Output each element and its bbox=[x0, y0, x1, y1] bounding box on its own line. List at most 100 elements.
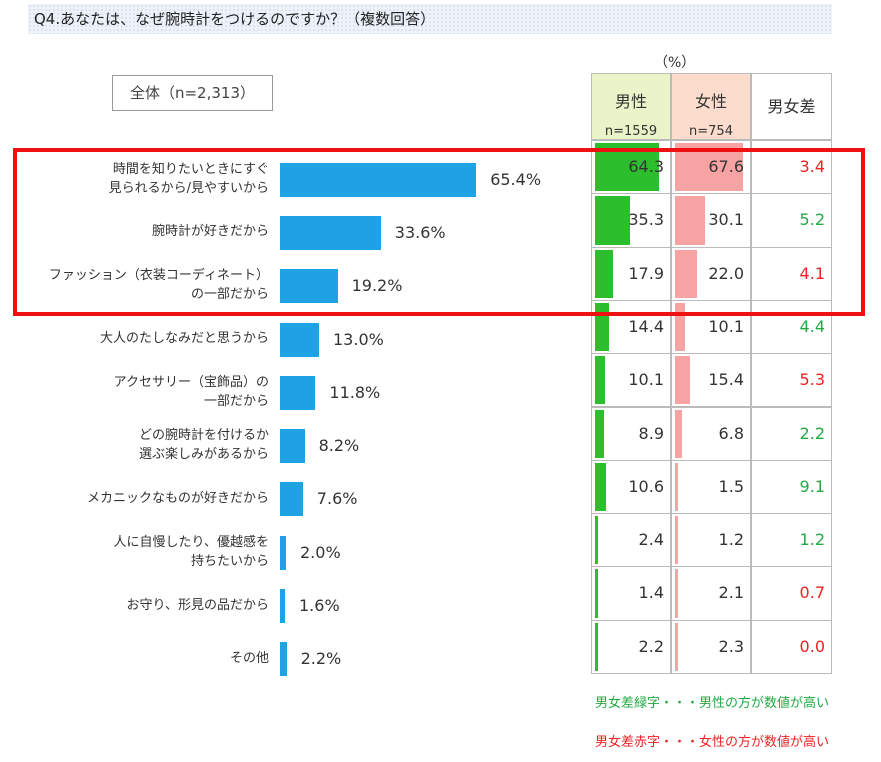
total-value-label: 7.6% bbox=[316, 489, 358, 509]
female-bar bbox=[675, 302, 686, 352]
female-cell: 1.2 bbox=[671, 513, 751, 568]
male-value: 2.4 bbox=[638, 530, 664, 550]
category-label-line: その他 bbox=[229, 650, 269, 666]
total-bar bbox=[280, 482, 303, 517]
category-label-line: ファッション（衣装コーディネート） bbox=[48, 268, 269, 284]
female-cell: 30.1 bbox=[671, 193, 751, 248]
total-value-label: 19.2% bbox=[351, 276, 403, 296]
female-value: 67.6 bbox=[708, 157, 744, 176]
category-label-line: どの腕時計を付けるか bbox=[138, 428, 269, 444]
total-bar bbox=[280, 429, 305, 464]
category-label-line: メカニックなものが好きだから bbox=[86, 490, 269, 506]
question-title: Q4.あなたは、なぜ腕時計をつけるのですか？（複数回答） bbox=[28, 4, 832, 34]
female-value: 2.3 bbox=[718, 636, 744, 656]
male-bar bbox=[595, 569, 598, 618]
diff-cell: 1.2 bbox=[751, 513, 832, 568]
category-label: 腕時計が好きだから bbox=[152, 222, 269, 241]
female-bar bbox=[675, 622, 678, 671]
diff-value: 9.1 bbox=[799, 476, 825, 496]
category-label-line: 時間を知りたいときにすぐ bbox=[112, 161, 269, 177]
category-label-line: 一部だから bbox=[203, 393, 269, 409]
female-value: 30.1 bbox=[708, 210, 744, 230]
total-value-label: 13.0% bbox=[333, 329, 384, 349]
total-value-label: 33.6% bbox=[394, 222, 446, 242]
total-bar bbox=[280, 322, 319, 357]
diff-cell: 2.2 bbox=[751, 406, 832, 461]
diff-header-label: 男女差 bbox=[767, 97, 816, 116]
male-header: 男性 n=1559 bbox=[591, 73, 671, 140]
male-cell: 10.1 bbox=[591, 353, 671, 408]
total-value-label: 8.2% bbox=[318, 436, 360, 456]
female-cell: 22.0 bbox=[671, 246, 751, 301]
female-bar bbox=[675, 249, 697, 298]
female-bar bbox=[675, 409, 682, 458]
total-bar bbox=[280, 215, 381, 250]
category-label: 大人のたしなみだと思うから bbox=[100, 329, 269, 348]
category-label-line: 選ぶ楽しみがあるから bbox=[138, 447, 269, 463]
male-cell: 2.2 bbox=[591, 619, 671, 674]
female-bar bbox=[675, 196, 706, 245]
female-value: 15.4 bbox=[708, 370, 744, 390]
category-label: 時間を知りたいときにすぐ 見られるから/見やすいから bbox=[109, 160, 269, 198]
female-value: 1.5 bbox=[718, 476, 744, 496]
female-cell: 2.1 bbox=[671, 566, 751, 621]
male-value: 10.6 bbox=[628, 476, 664, 496]
male-bar bbox=[595, 249, 613, 298]
highlight-frame bbox=[13, 148, 865, 316]
category-label: 人に自慢したり、優越感を 持ちたいから bbox=[114, 533, 269, 571]
diff-value: 0.7 bbox=[799, 583, 825, 603]
diff-cell: 0.7 bbox=[751, 566, 832, 621]
category-label-line: お守り、形見の品だから bbox=[126, 597, 269, 613]
female-value: 1.2 bbox=[718, 530, 744, 550]
category-label-line: アクセサリー（宝飾品）の bbox=[113, 374, 269, 390]
female-value: 6.8 bbox=[718, 423, 744, 443]
total-bar bbox=[280, 269, 338, 304]
category-label-line: 大人のたしなみだと思うから bbox=[99, 331, 269, 347]
male-cell: 35.3 bbox=[591, 193, 671, 248]
male-bar bbox=[595, 409, 604, 458]
male-bar bbox=[595, 462, 606, 512]
male-cell: 10.6 bbox=[591, 459, 671, 515]
total-bar bbox=[280, 642, 287, 677]
male-cell: 2.4 bbox=[591, 513, 671, 568]
male-header-label: 男性 bbox=[614, 92, 647, 111]
female-cell: 2.3 bbox=[671, 619, 751, 674]
total-value-label: 1.6% bbox=[299, 596, 340, 616]
diff-cell: 9.1 bbox=[751, 459, 832, 515]
unit-label: （%） bbox=[654, 55, 696, 71]
male-bar bbox=[595, 622, 598, 671]
diff-value: 2.2 bbox=[799, 423, 825, 443]
category-label-line: 見られるから/見やすいから bbox=[108, 180, 269, 196]
female-sample-size: n=754 bbox=[689, 124, 733, 139]
female-cell: 6.8 bbox=[671, 406, 751, 461]
category-label-line: 腕時計が好きだから bbox=[151, 224, 269, 240]
female-cell: 1.5 bbox=[671, 459, 751, 515]
total-bar bbox=[280, 162, 477, 197]
male-bar bbox=[595, 516, 598, 565]
diff-cell: 0.0 bbox=[751, 619, 832, 674]
female-header-label: 女性 bbox=[694, 92, 727, 111]
diff-value: 0.0 bbox=[799, 636, 825, 656]
male-value: 2.2 bbox=[638, 636, 664, 656]
male-value: 10.1 bbox=[628, 370, 664, 390]
total-value-label: 11.8% bbox=[329, 382, 381, 402]
female-value: 10.1 bbox=[708, 316, 744, 336]
total-value-label: 2.0% bbox=[300, 542, 341, 562]
male-cell: 1.4 bbox=[591, 566, 671, 621]
female-bar bbox=[675, 516, 678, 565]
category-label-line: 持ちたいから bbox=[190, 553, 269, 569]
total-value-label: 65.4% bbox=[490, 169, 542, 189]
total-bar bbox=[280, 535, 286, 570]
male-value: 17.9 bbox=[628, 263, 664, 283]
category-label: メカニックなものが好きだから bbox=[87, 489, 269, 508]
female-value: 2.1 bbox=[718, 583, 744, 603]
female-bar bbox=[675, 462, 678, 512]
female-bar bbox=[675, 569, 678, 618]
diff-value: 4.4 bbox=[799, 316, 825, 336]
total-bar bbox=[280, 589, 285, 624]
category-label: アクセサリー（宝飾品）の一部だから bbox=[114, 373, 269, 411]
category-label-line: の一部だから bbox=[190, 287, 269, 303]
total-sample-label: 全体（n=2,313） bbox=[112, 75, 273, 111]
diff-cell: 5.3 bbox=[751, 353, 832, 408]
female-header: 女性 n=754 bbox=[671, 73, 751, 140]
